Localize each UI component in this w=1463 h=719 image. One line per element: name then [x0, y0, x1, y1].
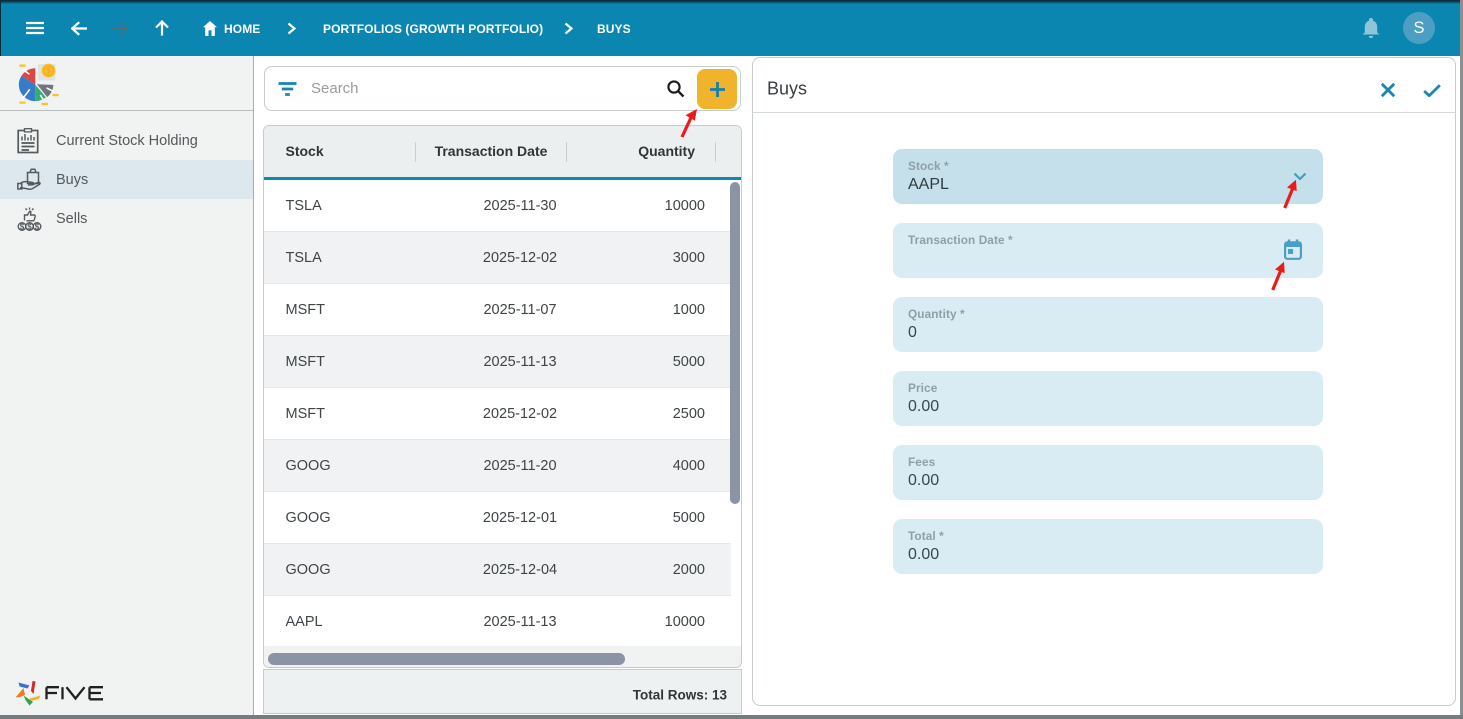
svg-text:$: $ — [35, 222, 40, 231]
svg-text:$: $ — [46, 66, 51, 76]
svg-text:$: $ — [27, 222, 32, 231]
svg-text:$: $ — [20, 222, 25, 231]
